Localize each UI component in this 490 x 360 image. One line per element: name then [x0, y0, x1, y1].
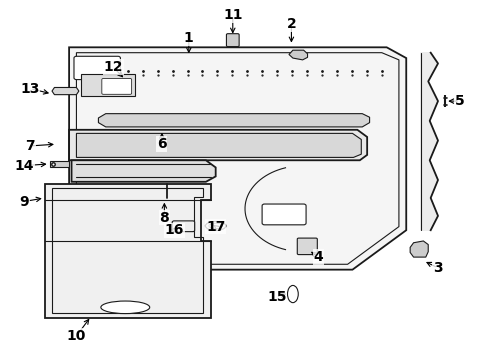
Polygon shape: [45, 184, 211, 318]
Text: 7: 7: [25, 139, 35, 153]
FancyBboxPatch shape: [81, 74, 135, 96]
FancyBboxPatch shape: [102, 78, 132, 94]
Text: 9: 9: [19, 194, 29, 208]
Text: 14: 14: [14, 159, 34, 173]
Polygon shape: [410, 241, 428, 257]
Ellipse shape: [101, 301, 150, 314]
Text: 8: 8: [160, 211, 169, 225]
Text: 3: 3: [433, 261, 443, 275]
Polygon shape: [76, 134, 361, 157]
FancyBboxPatch shape: [74, 56, 121, 80]
Text: 6: 6: [157, 137, 167, 151]
Polygon shape: [69, 47, 406, 270]
Text: 2: 2: [287, 17, 296, 31]
FancyBboxPatch shape: [262, 204, 306, 225]
Polygon shape: [49, 161, 69, 167]
Text: 10: 10: [67, 329, 86, 343]
Ellipse shape: [205, 221, 226, 230]
Polygon shape: [289, 50, 308, 60]
Text: 5: 5: [455, 94, 465, 108]
Text: 16: 16: [165, 223, 184, 237]
Polygon shape: [52, 87, 79, 95]
FancyBboxPatch shape: [297, 238, 318, 255]
Ellipse shape: [288, 285, 298, 303]
Polygon shape: [69, 130, 367, 160]
Polygon shape: [72, 160, 216, 182]
Text: 17: 17: [206, 220, 225, 234]
FancyBboxPatch shape: [172, 221, 195, 231]
Polygon shape: [421, 53, 438, 230]
Text: 4: 4: [314, 250, 323, 264]
Text: 15: 15: [267, 289, 287, 303]
FancyBboxPatch shape: [226, 34, 239, 46]
Polygon shape: [98, 114, 369, 127]
Ellipse shape: [209, 223, 222, 229]
Text: 13: 13: [20, 82, 40, 95]
Text: 11: 11: [223, 8, 243, 22]
Text: 1: 1: [184, 31, 194, 45]
Text: 12: 12: [103, 60, 123, 74]
